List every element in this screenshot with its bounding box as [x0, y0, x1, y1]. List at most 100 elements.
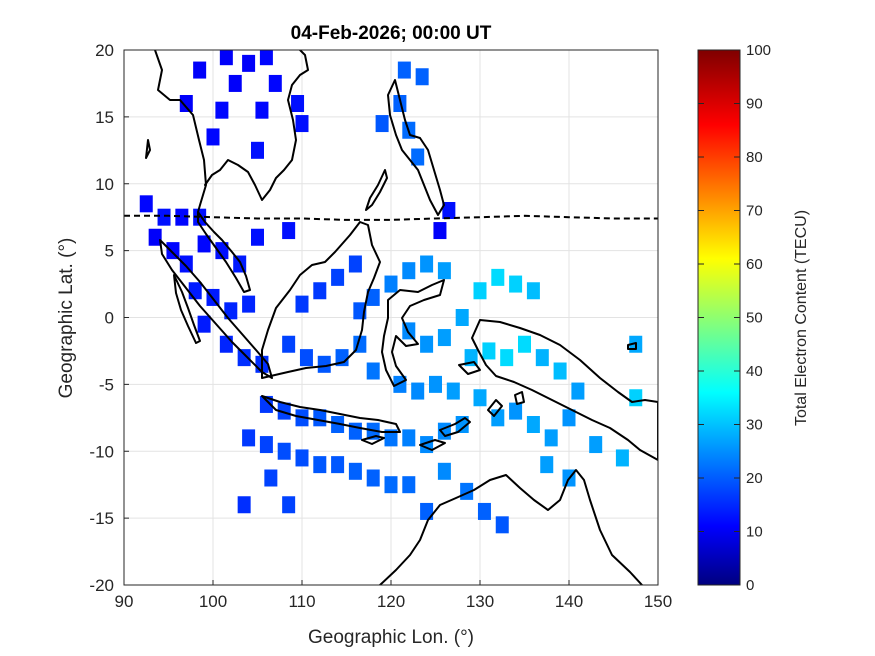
tec-tile — [268, 74, 282, 92]
x-axis-label: Geographic Lon. (°) — [308, 627, 474, 648]
tec-tile — [411, 382, 425, 400]
magnetic-equator-line — [124, 214, 658, 221]
tec-tile — [420, 502, 434, 520]
tec-tile — [242, 429, 256, 447]
tec-tile — [442, 202, 456, 219]
x-tick-label: 120 — [377, 592, 405, 611]
tec-tile — [197, 235, 211, 253]
tec-tile — [437, 329, 451, 347]
tec-tile — [477, 502, 491, 520]
tec-tile — [402, 262, 416, 280]
colorbar — [697, 49, 741, 586]
tec-tile — [148, 228, 162, 246]
tec-tile — [331, 268, 345, 286]
y-tick-label: -10 — [89, 442, 114, 461]
colorbar-tick-label: 90 — [746, 96, 763, 113]
tec-tile — [437, 262, 451, 280]
tec-tile — [295, 295, 309, 313]
x-tick-label: 140 — [555, 592, 583, 611]
x-tick-label: 130 — [466, 592, 494, 611]
tec-tile — [473, 282, 487, 300]
tec-tile — [455, 309, 469, 326]
y-tick-label: -20 — [89, 576, 114, 595]
tec-tile — [259, 395, 273, 413]
y-tick-label: 0 — [105, 309, 114, 328]
y-tick-label: 10 — [95, 175, 114, 194]
chart-title: 04-Feb-2026; 00:00 UT — [291, 23, 492, 44]
tec-tile — [348, 462, 362, 480]
x-tick-label: 150 — [644, 592, 672, 611]
y-tick-label: 5 — [105, 242, 114, 261]
tec-tile — [348, 255, 362, 273]
axis-ticks: 90 100 110 120 130 140 150 20 15 10 5 0 -5 -10 -15 -20 — [89, 41, 672, 611]
tec-tile — [526, 416, 540, 433]
tec-tile — [420, 255, 434, 273]
tec-tile — [535, 349, 549, 367]
tec-tile — [433, 222, 447, 240]
y-tick-label: 15 — [95, 108, 114, 127]
tec-tile — [237, 349, 251, 367]
tec-tile — [509, 275, 523, 293]
tec-tile — [313, 409, 327, 427]
tec-tile — [197, 315, 211, 333]
tec-tile — [282, 496, 296, 514]
tec-tile — [255, 101, 269, 119]
colorbar-label: Total Electron Content (TECU) — [793, 210, 810, 426]
tec-tile — [415, 68, 429, 86]
tec-tile — [206, 128, 220, 146]
colorbar-tick-label: 40 — [746, 363, 763, 380]
tec-tile — [242, 295, 256, 313]
tec-tile — [295, 449, 309, 467]
tec-tile — [157, 208, 171, 226]
tec-tile — [264, 469, 278, 487]
colorbar-tick-label: 60 — [746, 256, 763, 273]
tec-tile — [313, 456, 327, 474]
tec-tile — [313, 282, 327, 300]
colorbar-tick-label: 10 — [746, 524, 763, 541]
tec-tile — [228, 74, 242, 92]
tec-tile — [571, 382, 585, 400]
tec-tile — [282, 335, 296, 353]
tec-tile — [375, 115, 389, 133]
tec-tile — [331, 456, 345, 474]
tec-tile — [219, 50, 233, 66]
tec-tile — [526, 282, 540, 300]
tec-tile — [482, 342, 496, 360]
tec-tile — [384, 275, 398, 293]
tec-tile — [251, 141, 264, 159]
x-tick-label: 110 — [288, 592, 315, 611]
tec-tile — [393, 375, 407, 393]
tec-tile — [402, 476, 416, 494]
y-tick-label: -5 — [99, 375, 114, 394]
tec-tile — [540, 456, 554, 474]
tec-tile — [473, 389, 487, 407]
tec-tile — [402, 429, 416, 447]
tec-tile — [277, 402, 291, 420]
tec-tile — [215, 101, 229, 119]
tec-tile — [491, 268, 505, 286]
tec-tile — [139, 195, 153, 213]
tec-tile — [384, 429, 398, 447]
tec-tile — [420, 335, 434, 353]
tec-tile — [509, 402, 523, 420]
y-tick-label: 20 — [95, 41, 114, 60]
colorbar-ticks: 0 10 20 30 40 50 60 70 80 90 100 — [698, 42, 771, 594]
tec-tile — [179, 255, 193, 273]
tec-tile — [366, 469, 380, 487]
tec-tile — [589, 436, 603, 454]
tec-tile — [366, 288, 380, 306]
tec-tile — [251, 228, 264, 246]
tec-tile — [437, 462, 451, 480]
tec-tile — [237, 496, 251, 514]
tec-tile — [295, 115, 309, 133]
tec-tile — [544, 429, 558, 447]
tec-tiles — [139, 50, 643, 534]
colorbar-tick-label: 100 — [746, 42, 771, 59]
tec-tile — [291, 95, 305, 112]
tec-tile — [366, 362, 380, 380]
tec-tile — [179, 95, 193, 112]
tec-tile — [193, 61, 207, 79]
tec-tile — [455, 416, 469, 433]
tec-tile — [562, 409, 576, 427]
tec-tile — [495, 516, 509, 534]
